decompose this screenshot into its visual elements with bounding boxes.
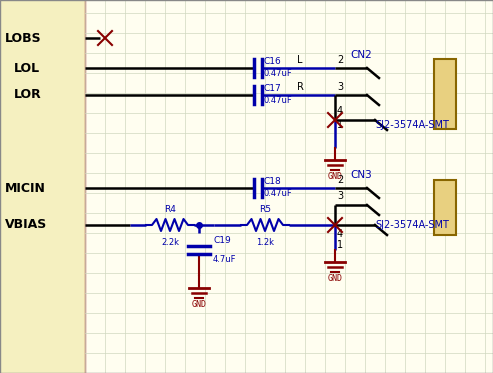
- Text: 4: 4: [337, 106, 343, 116]
- Text: VBIAS: VBIAS: [5, 219, 47, 232]
- Text: C18: C18: [264, 177, 282, 186]
- Text: R: R: [297, 82, 303, 92]
- Text: LOBS: LOBS: [5, 31, 41, 44]
- Text: C16: C16: [264, 57, 282, 66]
- Text: R4: R4: [164, 205, 176, 214]
- Text: LOL: LOL: [14, 62, 40, 75]
- Text: SJ2-3574A-SMT: SJ2-3574A-SMT: [375, 120, 449, 130]
- Text: 1: 1: [337, 120, 343, 130]
- Text: 2: 2: [337, 175, 343, 185]
- Text: 0.47uF: 0.47uF: [264, 96, 293, 105]
- Text: SJ2-3574A-SMT: SJ2-3574A-SMT: [375, 220, 449, 230]
- Text: L: L: [297, 55, 303, 65]
- Text: 2: 2: [337, 55, 343, 65]
- Text: CN2: CN2: [350, 50, 372, 60]
- Text: GND: GND: [327, 274, 343, 283]
- Bar: [434, 179, 456, 235]
- Text: 4.7uF: 4.7uF: [213, 255, 237, 264]
- Bar: [0, 0, 85, 373]
- Text: R5: R5: [259, 205, 271, 214]
- Text: 0.47uF: 0.47uF: [264, 69, 293, 78]
- Text: C17: C17: [264, 84, 282, 93]
- Text: C19: C19: [213, 236, 231, 245]
- Text: CN3: CN3: [350, 170, 372, 180]
- Text: 3: 3: [337, 82, 343, 92]
- Text: 3: 3: [337, 191, 343, 201]
- Text: GND: GND: [191, 300, 207, 309]
- Text: 1.2k: 1.2k: [256, 238, 274, 247]
- Text: 2.2k: 2.2k: [161, 238, 179, 247]
- Text: 0.47uF: 0.47uF: [264, 189, 293, 198]
- Text: GND: GND: [327, 172, 343, 181]
- Text: LOR: LOR: [14, 88, 42, 101]
- Bar: [434, 59, 456, 129]
- Text: 1: 1: [337, 240, 343, 250]
- Text: MICIN: MICIN: [5, 182, 46, 194]
- Text: 4: 4: [337, 229, 343, 239]
